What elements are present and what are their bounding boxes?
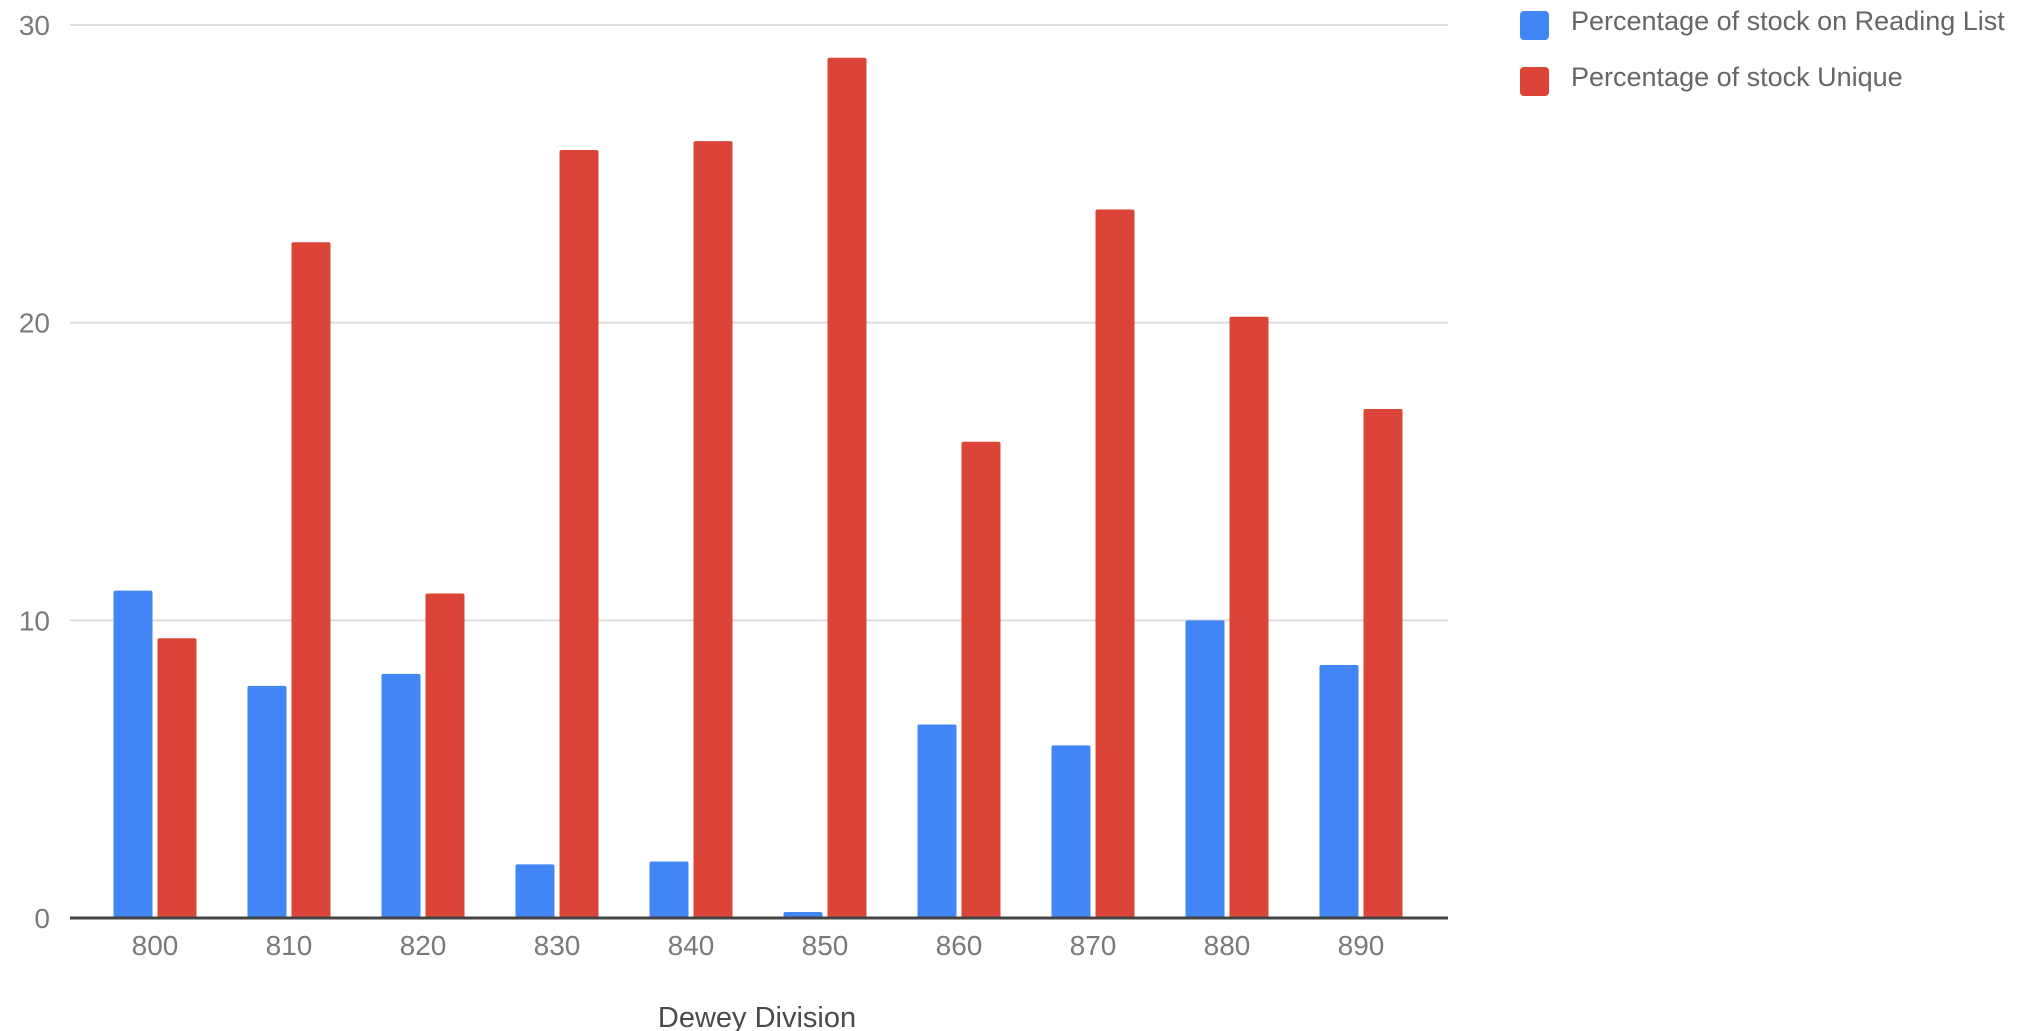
x-tick-label: 810 — [266, 930, 313, 961]
bar-reading-list — [1051, 745, 1091, 918]
y-tick-labels: 0 10 20 30 — [19, 10, 50, 934]
y-tick-label: 20 — [19, 308, 50, 339]
legend-label-unique: Percentage of stock Unique — [1571, 62, 1903, 92]
bar-reading-list — [917, 724, 957, 918]
bar-reading-list — [381, 673, 421, 918]
x-tick-label: 820 — [400, 930, 447, 961]
bar-reading-list — [649, 861, 689, 918]
x-tick-label: 860 — [936, 930, 983, 961]
y-tick-label: 30 — [19, 10, 50, 41]
legend-item-reading-list: Percentage of stock on Reading List — [1520, 8, 2025, 40]
x-axis-title: Dewey Division — [658, 1002, 856, 1031]
bar-unique — [157, 638, 197, 918]
bar-unique — [559, 150, 599, 918]
x-tick-label: 830 — [534, 930, 581, 961]
x-tick-label: 840 — [668, 930, 715, 961]
bar-unique — [693, 141, 733, 919]
x-tick-label: 890 — [1338, 930, 1385, 961]
x-tick-label: 880 — [1204, 930, 1251, 961]
bar-reading-list — [113, 590, 153, 918]
bar-group — [113, 57, 1403, 919]
bar-unique — [1095, 209, 1135, 918]
y-tick-label: 10 — [19, 605, 50, 636]
y-tick-label: 0 — [34, 903, 50, 934]
legend-swatch-unique — [1520, 67, 1549, 96]
bar-unique — [291, 242, 331, 919]
bar-reading-list — [1185, 620, 1225, 918]
x-tick-label: 850 — [802, 930, 849, 961]
bar-reading-list — [247, 685, 287, 918]
legend-swatch-reading-list — [1520, 11, 1549, 40]
x-tick-label: 800 — [132, 930, 179, 961]
bar-unique — [425, 593, 465, 918]
legend-item-unique: Percentage of stock Unique — [1520, 64, 2025, 96]
x-tick-labels: 800 810 820 830 840 850 860 870 880 890 — [132, 930, 1385, 961]
bar-unique — [1229, 316, 1269, 918]
bar-reading-list — [1319, 664, 1359, 918]
legend-label-reading-list: Percentage of stock on Reading List — [1571, 6, 2005, 36]
bar-unique — [1363, 408, 1403, 918]
bar-unique — [961, 441, 1001, 918]
x-tick-label: 870 — [1070, 930, 1117, 961]
bar-reading-list — [515, 864, 555, 918]
legend: Percentage of stock on Reading List Perc… — [1520, 8, 2025, 120]
bar-unique — [827, 57, 867, 918]
